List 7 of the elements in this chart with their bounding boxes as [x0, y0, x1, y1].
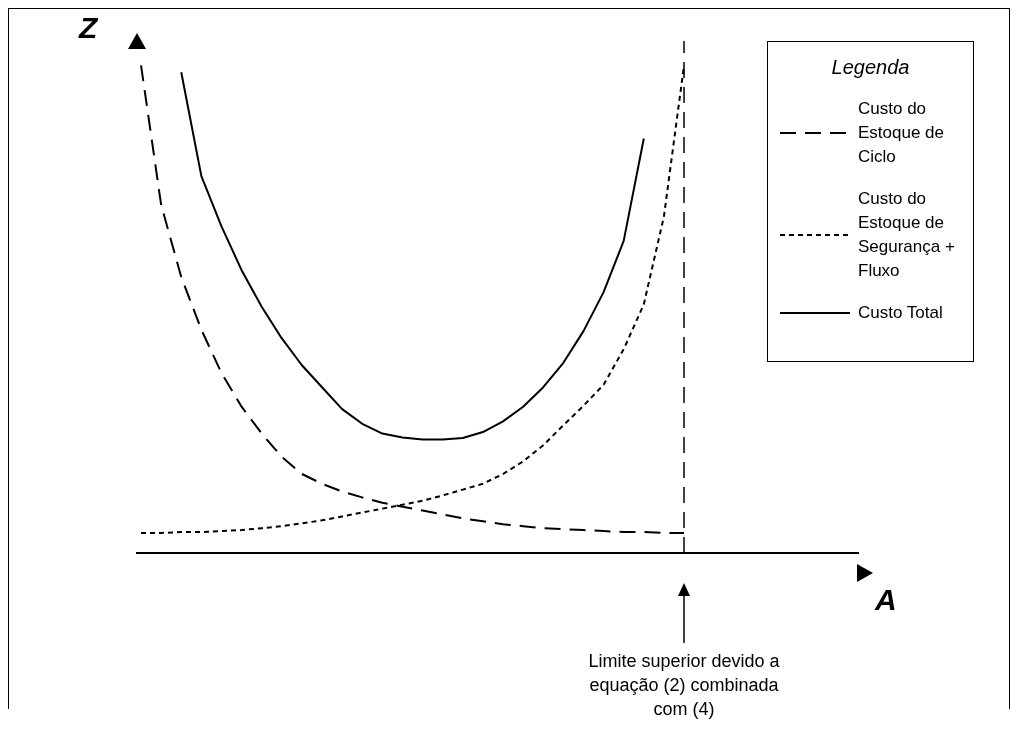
legend-label: Custo do Estoque de Segurança + Fluxo	[858, 188, 956, 282]
legend-title: Legenda	[830, 56, 911, 79]
legend-label: Custo do Estoque de Ciclo	[858, 98, 945, 168]
text: Limite superior devido a equação (2) combinada com (4)	[588, 651, 780, 719]
text: A	[875, 583, 897, 617]
y-axis-title: Z	[79, 11, 98, 45]
legend-label: Custo Total	[858, 302, 944, 324]
